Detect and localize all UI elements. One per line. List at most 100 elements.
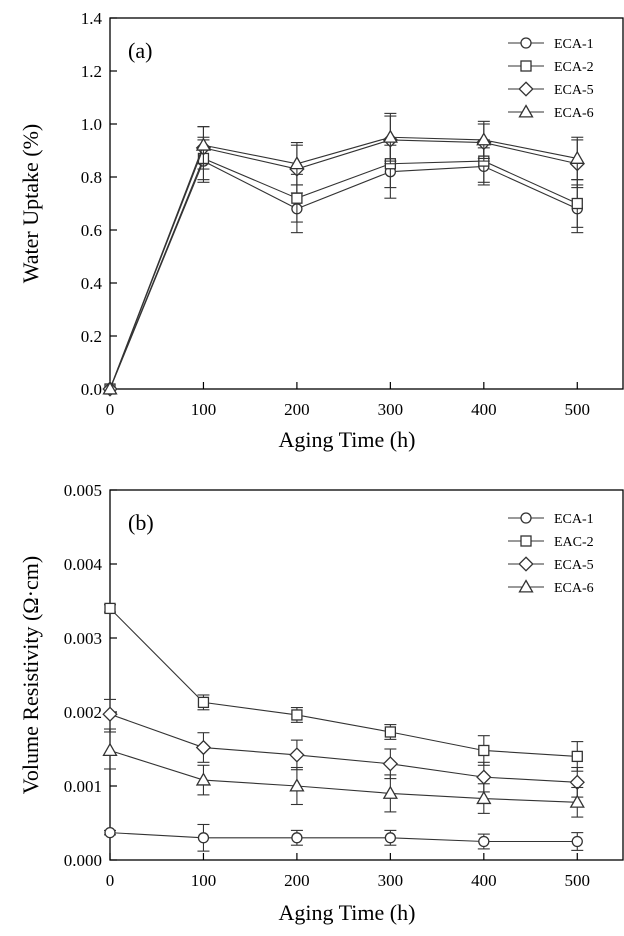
series-eca-2 [104, 136, 584, 395]
y-tick-label: 0.0 [81, 380, 102, 399]
data-point [478, 835, 490, 848]
x-tick-label: 100 [191, 871, 217, 890]
data-point [571, 197, 583, 210]
legend-marker [520, 37, 532, 49]
data-point [384, 832, 397, 844]
x-tick-label: 300 [378, 400, 404, 419]
data-point [197, 832, 210, 844]
data-point [197, 696, 210, 709]
y-tick-label: 1.0 [81, 115, 102, 134]
legend-marker [520, 60, 532, 72]
series-eca-5 [102, 115, 585, 397]
data-point [382, 756, 399, 772]
data-point [569, 794, 585, 808]
y-tick-label: 0.4 [81, 274, 103, 293]
legend-item: EAC-2 [508, 535, 594, 550]
y-tick-label: 0.003 [64, 629, 102, 648]
data-point [102, 742, 118, 757]
legend-marker [518, 81, 534, 97]
legend-item: ECA-5 [508, 556, 594, 573]
series-line [109, 160, 578, 390]
chart-b: 0.000 0.001 0.002 0.003 0.004 0.005 0 100 200 300… [18, 481, 624, 925]
y-tick-label: 0.004 [64, 555, 103, 574]
x-tick-label: 500 [565, 871, 591, 890]
series-line [109, 749, 578, 803]
data-point [478, 744, 490, 757]
y-tick-label: 0.002 [64, 703, 102, 722]
series-line [109, 157, 578, 390]
series-eca-1 [104, 823, 584, 852]
data-point [291, 832, 303, 844]
series-line [109, 139, 578, 390]
legend-item: ECA-5 [508, 81, 594, 98]
legend-item: ECA-6 [508, 579, 594, 596]
legend-label: ECA-2 [554, 60, 594, 75]
legend-item: ECA-1 [508, 512, 594, 527]
data-point [291, 709, 303, 721]
plot-frame [109, 17, 624, 390]
data-point [384, 726, 397, 738]
x-tick-label: 400 [471, 400, 497, 419]
series-line [109, 713, 578, 783]
x-tick-label: 0 [106, 400, 115, 419]
x-axis-label: Aging Time (h) [279, 427, 416, 452]
series-line [109, 136, 578, 390]
legend-label: ECA-6 [554, 581, 594, 596]
panel-label: (b) [128, 510, 154, 535]
data-point [476, 769, 492, 785]
series-eac-2 [104, 602, 584, 772]
x-tick-label: 200 [284, 400, 310, 419]
x-tick-label: 0 [106, 871, 115, 890]
x-tick-label: 400 [471, 871, 497, 890]
series-eca-1 [104, 139, 584, 395]
data-point [104, 602, 116, 615]
legend-marker [520, 512, 532, 524]
y-tick-label: 0.005 [64, 481, 102, 500]
x-tick-label: 500 [565, 400, 591, 419]
data-point [195, 137, 212, 151]
y-tick-label: 1.4 [81, 9, 103, 28]
y-tick-label: 0.000 [64, 851, 102, 870]
legend-marker [518, 556, 534, 572]
data-point [291, 192, 303, 204]
series-line [109, 608, 578, 757]
legend-label: EAC-2 [554, 535, 594, 550]
data-point [102, 706, 118, 722]
y-tick-label: 1.2 [81, 62, 102, 81]
y-tick-label: 0.8 [81, 168, 102, 187]
legend-item: ECA-1 [508, 37, 594, 52]
x-tick-label: 200 [284, 871, 310, 890]
data-point [569, 150, 585, 164]
data-point [102, 381, 118, 395]
legend-label: ECA-5 [554, 83, 594, 98]
y-tick-label: 0.6 [81, 221, 102, 240]
data-point [289, 155, 305, 170]
legend-marker [518, 104, 534, 118]
data-point [382, 785, 398, 799]
plot-frame [109, 489, 624, 861]
y-axis-label: Water Uptake (%) [18, 124, 43, 283]
data-point [289, 778, 305, 792]
series-eca-5 [102, 698, 585, 798]
legend-label: ECA-1 [554, 512, 594, 527]
legend-marker [520, 535, 532, 547]
y-axis-label: Volume Resistivity (Ω·cm) [18, 556, 43, 794]
series-eca-6 [102, 731, 585, 818]
series-eca-6 [102, 112, 585, 395]
y-tick-label: 0.001 [64, 777, 102, 796]
legend-label: ECA-6 [554, 106, 594, 121]
data-point [195, 772, 212, 786]
x-tick-label: 300 [378, 871, 404, 890]
data-point [571, 750, 583, 763]
data-point [476, 132, 492, 146]
data-point [571, 835, 583, 848]
legend-label: ECA-1 [554, 37, 594, 52]
panel-label: (a) [128, 38, 152, 63]
legend-label: ECA-5 [554, 558, 594, 573]
legend-marker [518, 579, 534, 593]
x-tick-label: 100 [191, 400, 217, 419]
series-line [109, 832, 578, 843]
x-axis-label: Aging Time (h) [279, 900, 416, 925]
data-point [476, 790, 492, 805]
